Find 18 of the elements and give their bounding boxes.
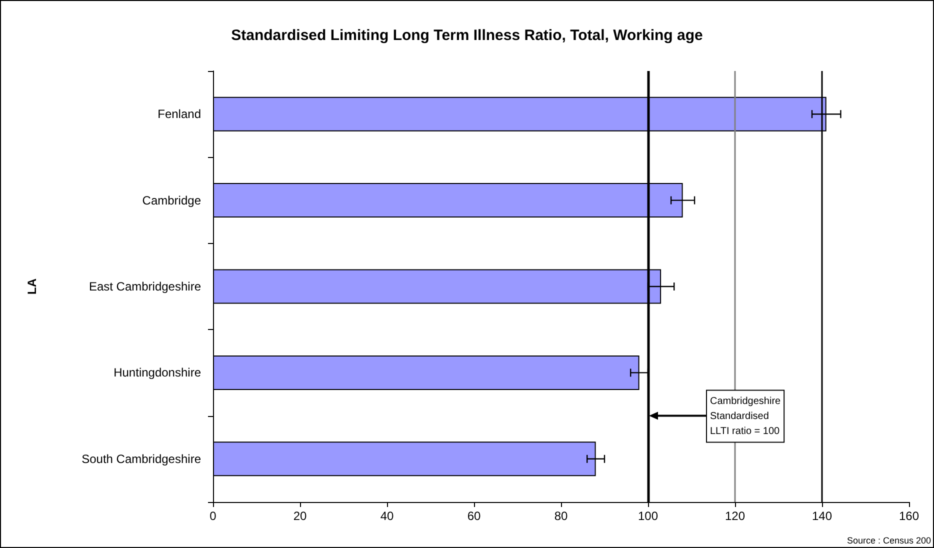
y-tick-label: Cambridge xyxy=(142,193,202,208)
x-tick-label: 140 xyxy=(812,509,832,523)
y-tick-label: Fenland xyxy=(158,107,201,122)
x-tick-label: 60 xyxy=(467,509,481,523)
x-tick-label: 160 xyxy=(898,509,920,523)
y-tick-label: Huntingdonshire xyxy=(114,366,202,380)
x-tick-label: 40 xyxy=(380,509,394,523)
chart-title: Standardised Limiting Long Term Illness Ratio, Total, Working age xyxy=(231,27,703,44)
x-tick-label: 0 xyxy=(210,509,217,523)
y-tick-label: South Cambridgeshire xyxy=(82,452,202,466)
ref-line-label: Cambridgeshire Standardised LLTI ratio = 100 xyxy=(710,396,782,437)
x-tick-label: 120 xyxy=(724,509,746,523)
y-tick-label: East Cambridgeshire xyxy=(88,280,202,294)
source-note: Source : Census 200 xyxy=(846,536,932,546)
y-axis-title: LA xyxy=(25,278,39,294)
x-tick-label: 20 xyxy=(293,509,307,523)
x-tick-label: 100 xyxy=(638,509,658,523)
x-tick-label: 80 xyxy=(554,509,568,523)
